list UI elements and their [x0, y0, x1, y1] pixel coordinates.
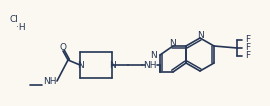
Text: N: N [109, 61, 115, 70]
Text: F: F [245, 52, 250, 61]
Text: N: N [197, 31, 203, 40]
Text: ·H: ·H [16, 22, 26, 31]
Text: O: O [59, 43, 66, 52]
Text: N: N [170, 38, 176, 47]
Text: F: F [245, 36, 250, 45]
Text: F: F [245, 43, 250, 52]
Text: Cl: Cl [9, 15, 18, 24]
Text: N: N [150, 50, 157, 59]
Text: NH: NH [143, 61, 157, 70]
Text: NH: NH [43, 77, 57, 86]
Text: N: N [77, 61, 83, 70]
